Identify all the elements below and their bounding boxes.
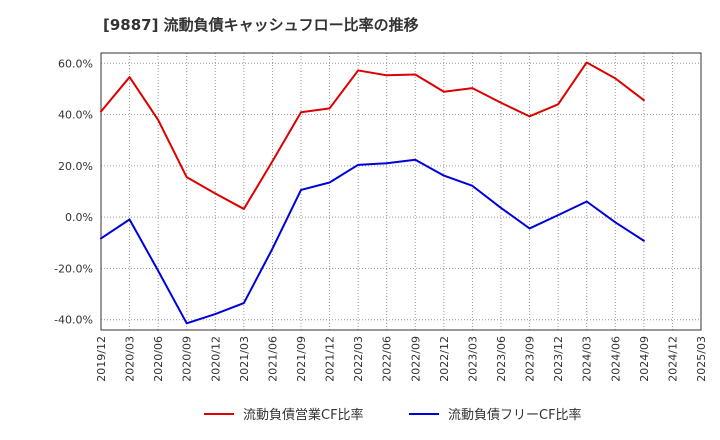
- x-tick-label: 2020/12: [209, 336, 222, 382]
- x-tick-label: 2021/06: [266, 336, 279, 382]
- legend-label-1: 流動負債営業CF比率: [243, 407, 364, 423]
- x-tick-label: 2022/03: [352, 336, 365, 382]
- x-tick-label: 2020/09: [181, 336, 194, 382]
- series-line-1: [100, 61, 645, 210]
- x-tick-label: 2022/06: [381, 336, 394, 382]
- x-tick-label: 2025/03: [695, 336, 708, 382]
- x-tick-label: 2020/06: [152, 336, 165, 382]
- x-tick-label: 2023/09: [524, 336, 537, 382]
- x-tick-label: 2023/12: [552, 336, 565, 382]
- legend: 流動負債営業CF比率 流動負債フリーCF比率: [204, 407, 582, 423]
- y-tick-label: -20.0%: [54, 262, 93, 275]
- x-tick-label: 2022/12: [438, 336, 451, 382]
- y-tick-label: 0.0%: [65, 211, 93, 224]
- x-tick-label: 2023/06: [495, 336, 508, 382]
- x-tick-label: 2024/09: [638, 336, 651, 382]
- y-tick-label: 40.0%: [58, 109, 93, 122]
- series-line-2: [100, 158, 645, 325]
- x-tick-label: 2024/06: [609, 336, 622, 382]
- plot-area: [101, 53, 701, 330]
- x-tick-label: 2024/03: [581, 336, 594, 382]
- series-layer: [100, 61, 645, 325]
- x-tick-label: 2022/09: [409, 336, 422, 382]
- y-tick-label: 20.0%: [58, 160, 93, 173]
- y-tick-label: 60.0%: [58, 57, 93, 70]
- x-tick-label: 2021/09: [295, 336, 308, 382]
- x-tick-label: 2023/03: [466, 336, 479, 382]
- legend-label-2: 流動負債フリーCF比率: [448, 407, 582, 423]
- y-tick-label: -40.0%: [54, 314, 93, 327]
- grid-layer: [101, 53, 701, 330]
- plot-border: [100, 52, 702, 331]
- chart-title: [9887] 流動負債キャッシュフロー比率の推移: [103, 16, 419, 34]
- x-tick-label: 2020/03: [124, 336, 137, 382]
- x-tick-label: 2021/03: [238, 336, 251, 382]
- axis-layer: 2019/12 2020/03 2020/06 2020/09 2020/12 2021/…: [54, 52, 708, 382]
- x-tick-label: 2021/12: [324, 336, 337, 382]
- x-tick-label: 2019/12: [95, 336, 108, 382]
- x-tick-label: 2024/12: [666, 336, 679, 382]
